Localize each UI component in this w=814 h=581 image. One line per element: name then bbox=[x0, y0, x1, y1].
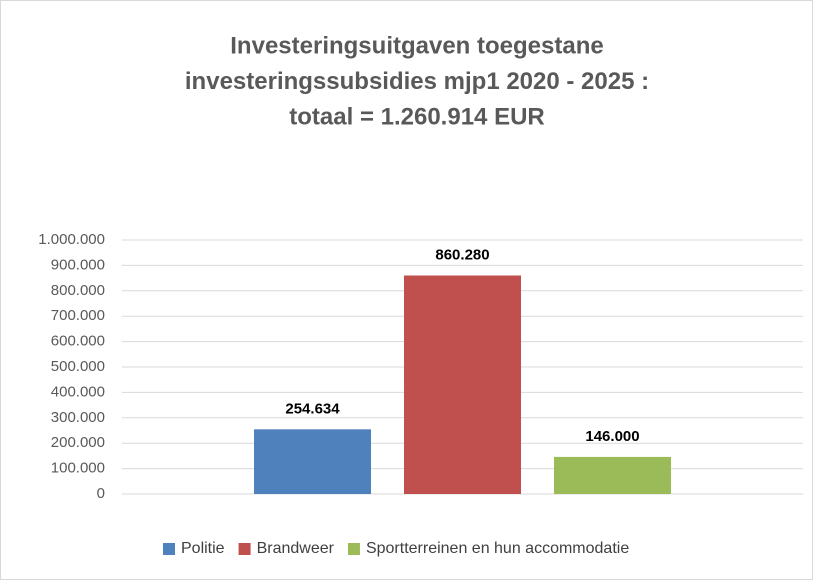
data-label: 146.000 bbox=[585, 428, 639, 445]
data-label: 860.280 bbox=[435, 246, 489, 263]
bar bbox=[404, 275, 521, 494]
legend-label: Sportterreinen en hun accommodatie bbox=[366, 540, 629, 557]
y-tick-label: 400.000 bbox=[51, 383, 105, 400]
legend-label: Brandweer bbox=[257, 540, 335, 557]
y-tick-label: 300.000 bbox=[51, 409, 105, 426]
data-label: 254.634 bbox=[285, 400, 340, 417]
chart-title: totaal = 1.260.914 EUR bbox=[289, 103, 544, 130]
legend-swatch bbox=[347, 543, 360, 555]
legend-swatch bbox=[163, 543, 175, 555]
legend-swatch bbox=[238, 543, 251, 555]
y-tick-label: 900.000 bbox=[51, 256, 105, 273]
legend-label: Politie bbox=[181, 540, 225, 557]
chart-title: Investeringsuitgaven toegestane bbox=[230, 32, 603, 59]
bar bbox=[554, 456, 671, 494]
y-tick-label: 800.000 bbox=[51, 282, 105, 299]
chart-title: investeringssubsidies mjp1 2020 - 2025 : bbox=[185, 68, 649, 95]
y-tick-label: 100.000 bbox=[51, 460, 105, 477]
y-tick-label: 1.000.000 bbox=[38, 231, 105, 248]
y-tick-label: 700.000 bbox=[51, 307, 105, 324]
y-tick-label: 0 bbox=[97, 485, 105, 502]
y-tick-label: 200.000 bbox=[51, 434, 105, 451]
y-tick-label: 600.000 bbox=[51, 333, 105, 350]
y-tick-label: 500.000 bbox=[51, 358, 105, 375]
bar bbox=[254, 429, 371, 494]
